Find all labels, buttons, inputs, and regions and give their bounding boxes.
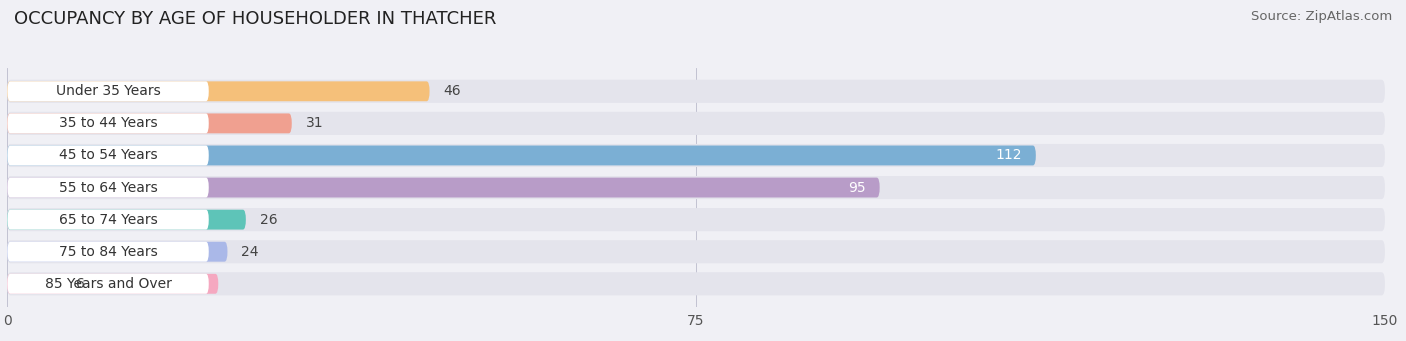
Text: 26: 26 [260,213,277,227]
FancyBboxPatch shape [7,80,1385,103]
Text: 24: 24 [242,245,259,259]
FancyBboxPatch shape [7,114,208,133]
FancyBboxPatch shape [7,178,880,197]
Text: 75 to 84 Years: 75 to 84 Years [59,245,157,259]
FancyBboxPatch shape [7,210,208,229]
Text: OCCUPANCY BY AGE OF HOUSEHOLDER IN THATCHER: OCCUPANCY BY AGE OF HOUSEHOLDER IN THATC… [14,10,496,28]
Text: 85 Years and Over: 85 Years and Over [45,277,172,291]
Text: 112: 112 [995,148,1022,162]
FancyBboxPatch shape [7,81,430,101]
FancyBboxPatch shape [7,176,1385,199]
Text: Source: ZipAtlas.com: Source: ZipAtlas.com [1251,10,1392,23]
Text: 6: 6 [76,277,84,291]
FancyBboxPatch shape [7,210,246,229]
Text: 46: 46 [443,84,461,98]
Text: Under 35 Years: Under 35 Years [56,84,160,98]
FancyBboxPatch shape [7,114,292,133]
FancyBboxPatch shape [7,178,208,197]
FancyBboxPatch shape [7,240,1385,263]
FancyBboxPatch shape [7,112,1385,135]
FancyBboxPatch shape [7,274,218,294]
FancyBboxPatch shape [7,146,208,165]
FancyBboxPatch shape [7,144,1385,167]
FancyBboxPatch shape [7,208,1385,231]
FancyBboxPatch shape [7,272,1385,295]
FancyBboxPatch shape [7,146,1036,165]
FancyBboxPatch shape [7,242,228,262]
Text: 45 to 54 Years: 45 to 54 Years [59,148,157,162]
FancyBboxPatch shape [7,81,208,101]
Text: 55 to 64 Years: 55 to 64 Years [59,180,157,195]
Text: 31: 31 [305,116,323,130]
FancyBboxPatch shape [7,242,208,262]
FancyBboxPatch shape [7,274,208,294]
Text: 65 to 74 Years: 65 to 74 Years [59,213,157,227]
Text: 35 to 44 Years: 35 to 44 Years [59,116,157,130]
Text: 95: 95 [848,180,866,195]
